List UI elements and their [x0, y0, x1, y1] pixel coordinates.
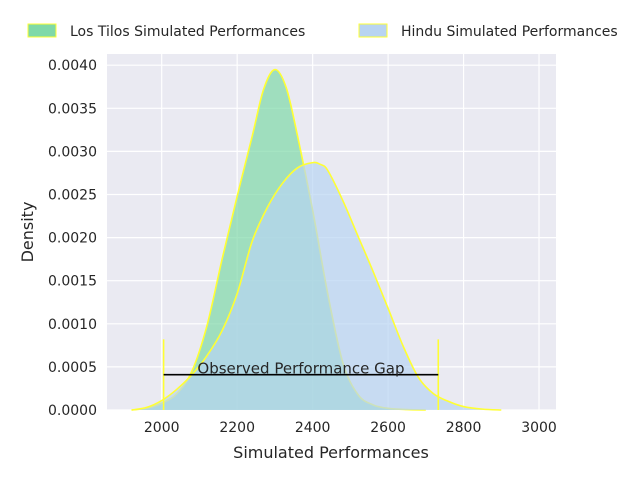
series-area-1	[131, 162, 502, 410]
y-axis-label: Density	[18, 202, 37, 263]
x-tick-label-3: 2600	[370, 420, 406, 436]
x-tick-label-4: 2800	[446, 420, 482, 436]
legend: Los Tilos Simulated Performances Hindu S…	[27, 23, 618, 40]
y-tick-label-8: 0.0040	[48, 58, 97, 74]
x-axis-label: Simulated Performances	[233, 443, 429, 462]
y-tick-label-3: 0.0015	[48, 274, 97, 290]
density-series	[131, 68, 502, 411]
x-tick-label-5: 3000	[521, 420, 557, 436]
y-tick-label-4: 0.0020	[48, 231, 97, 247]
y-tick-labels: 0.0000 0.0005 0.0010 0.0015 0.0020 0.0025 0.00…	[48, 58, 97, 419]
y-tick-label-1: 0.0005	[48, 360, 97, 376]
legend-label-hindu: Hindu Simulated Performances	[401, 24, 618, 40]
y-tick-label-2: 0.0010	[48, 317, 97, 333]
performance-gap-annotation: Observed Performance Gap	[162, 339, 440, 410]
y-tick-label-6: 0.0030	[48, 144, 97, 160]
legend-swatch-los-tilos	[27, 23, 57, 38]
y-tick-label-5: 0.0025	[48, 188, 97, 204]
annotation-text: Observed Performance Gap	[197, 360, 404, 378]
x-tick-label-2: 2400	[295, 420, 331, 436]
series-outline-1	[131, 161, 502, 411]
x-tick-label-1: 2200	[219, 420, 255, 436]
legend-label-los-tilos: Los Tilos Simulated Performances	[70, 24, 305, 40]
legend-swatch-hindu	[358, 23, 388, 38]
y-tick-label-7: 0.0035	[48, 101, 97, 117]
x-tick-label-0: 2000	[144, 420, 180, 436]
y-tick-label-0: 0.0000	[48, 403, 97, 419]
x-tick-labels: 2000 2200 2400 2600 2800 3000	[144, 420, 557, 436]
